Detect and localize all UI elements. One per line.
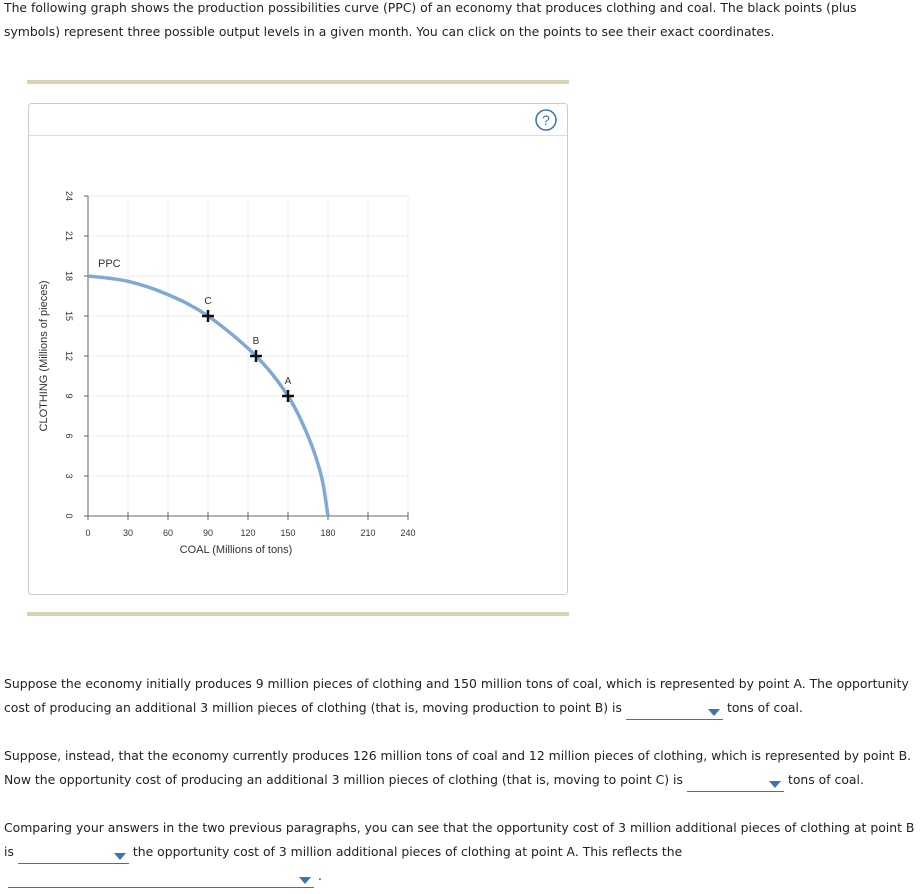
question-text: tons of coal. [787,772,864,787]
question-text: Comparing your answers in the two previo… [4,820,915,859]
question-text: Suppose the economy initially produces 9… [4,676,909,715]
question-2: Suppose, instead, that the economy curre… [4,744,916,792]
help-button[interactable] [535,109,557,131]
x-tick-label: 210 [360,528,375,538]
y-tick-label: 12 [64,351,74,361]
point-marker[interactable] [282,390,294,402]
point-label: A [285,376,292,387]
y-tick-label: 18 [64,271,74,281]
graph-panel: ? 0 30 60 90 120 150 180 210 240 0 3 6 9 12 15 18 21 24 CO… [27,80,569,616]
y-tick-label: 15 [64,311,74,321]
y-tick-label: 21 [64,231,74,241]
x-tick-label: 120 [240,528,255,538]
y-tick-label: 9 [64,393,74,398]
y-axis-title: CLOTHING (Millions of pieces) [38,281,50,432]
x-tick-label: 60 [163,528,173,538]
curve-label: PPC [98,258,121,270]
x-tick-label: 150 [280,528,295,538]
dropdown[interactable] [17,845,129,864]
x-axis-title: COAL (Millions of tons) [180,544,293,556]
intro: The following graph shows the production… [4,0,857,39]
dropdown[interactable] [625,701,723,720]
point-marker[interactable] [202,310,214,322]
y-tick-label: 0 [64,513,74,518]
question-text: . [318,868,322,883]
panel-bar [27,80,569,84]
question-text: Suppose, instead, that the economy curre… [4,748,912,787]
panel-bar [27,612,569,616]
x-tick-label: 240 [400,528,415,538]
point-label: C [204,296,211,307]
x-tick-label: 0 [85,528,90,538]
question-text: tons of coal. [726,700,803,715]
y-tick-label: 3 [64,473,74,478]
x-tick-label: 30 [123,528,133,538]
dropdown[interactable] [8,869,314,888]
graph-box [28,103,568,595]
question-3: Comparing your answers in the two previo… [4,816,916,888]
dropdown[interactable] [686,773,784,792]
help-icon[interactable]: ? [542,112,550,128]
point-label: B [253,336,260,347]
x-tick-label: 180 [320,528,335,538]
question-1: Suppose the economy initially produces 9… [4,672,916,720]
x-tick-label: 90 [203,528,213,538]
point-marker[interactable] [250,350,262,362]
y-tick-label: 6 [64,433,74,438]
y-tick-label: 24 [64,191,74,201]
question-text: the opportunity cost of 3 million additi… [132,844,683,859]
